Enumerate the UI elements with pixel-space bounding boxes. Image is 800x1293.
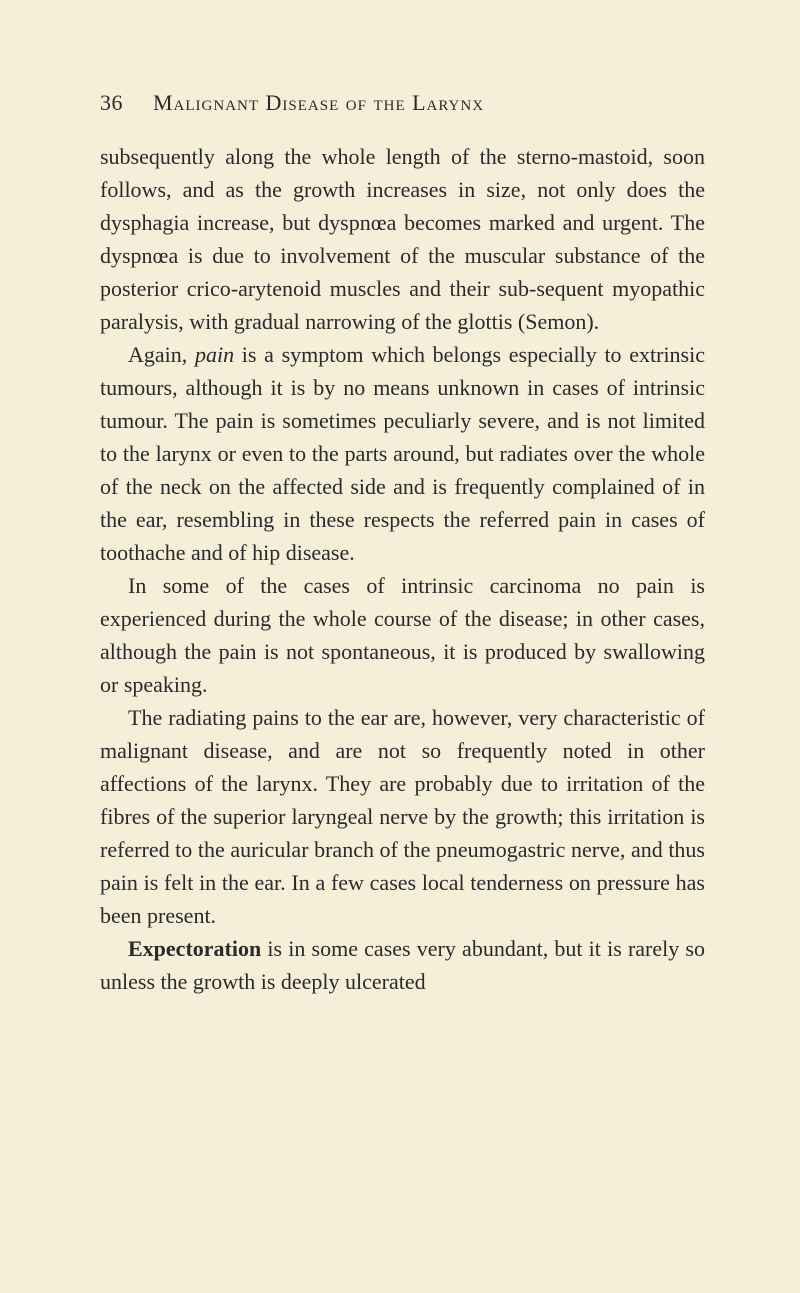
paragraph-2-part1: Again, xyxy=(128,342,195,367)
paragraph-4: The radiating pains to the ear are, howe… xyxy=(100,701,705,932)
page-header: 36 Malignant Disease of the Larynx xyxy=(100,90,705,116)
page-number: 36 xyxy=(100,90,123,115)
paragraph-5-bold: Expectoration xyxy=(128,936,261,961)
page-title: Malignant Disease of the Larynx xyxy=(153,90,484,115)
paragraph-2-part2: is a symptom which belongs especially to… xyxy=(100,342,705,565)
paragraph-2: Again, pain is a symptom which belongs e… xyxy=(100,338,705,569)
paragraph-5: Expectoration is in some cases very abun… xyxy=(100,932,705,998)
body-text: subsequently along the whole length of t… xyxy=(100,140,705,998)
paragraph-4-text: The radiating pains to the ear are, howe… xyxy=(100,705,705,928)
header-spacer xyxy=(129,90,147,115)
paragraph-1-text: subsequently along the whole length of t… xyxy=(100,144,705,334)
paragraph-2-italic: pain xyxy=(195,342,234,367)
paragraph-1: subsequently along the whole length of t… xyxy=(100,140,705,338)
paragraph-3-text: In some of the cases of intrinsic carcin… xyxy=(100,573,705,697)
paragraph-3: In some of the cases of intrinsic carcin… xyxy=(100,569,705,701)
